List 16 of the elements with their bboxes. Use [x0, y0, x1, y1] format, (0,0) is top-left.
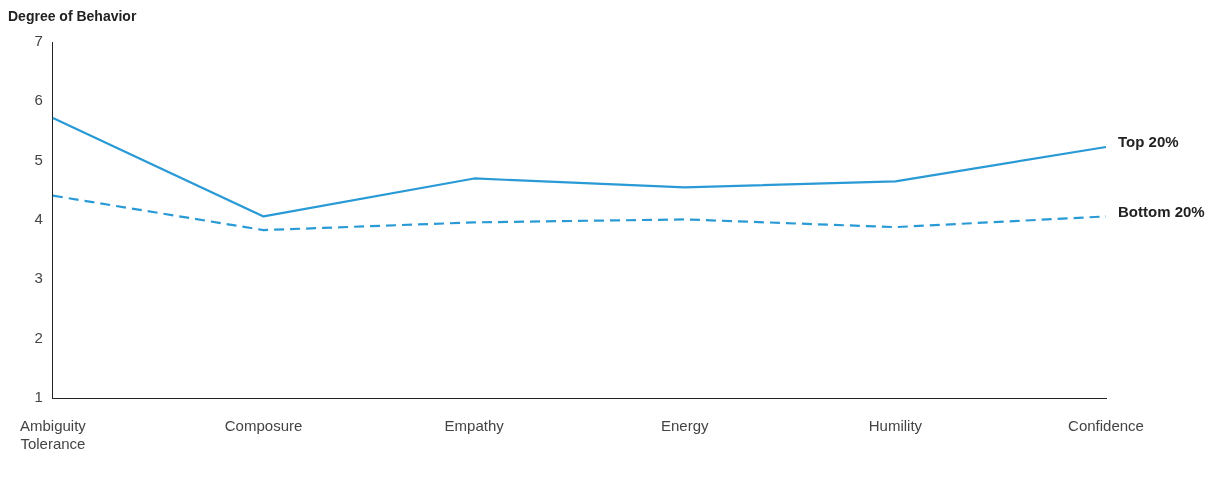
y-tick-label: 3: [34, 269, 43, 287]
y-tick-label: 6: [34, 91, 43, 109]
x-tick-label: Energy: [661, 417, 710, 435]
x-tick-label: Composure: [224, 417, 303, 435]
series-label: Top 20%: [1118, 133, 1179, 151]
series-label: Bottom 20%: [1118, 202, 1205, 220]
y-tick-label: 1: [34, 388, 43, 406]
y-tick-label: 5: [34, 150, 43, 168]
x-tick-label: Empathy: [444, 417, 505, 435]
y-axis-title: Degree of Behavior: [8, 7, 137, 24]
x-tick-label: Ambiguity Tolerance: [20, 417, 87, 453]
y-tick-label: 7: [34, 32, 43, 50]
x-tick-label: Humility: [868, 417, 923, 435]
y-tick-label: 4: [34, 210, 43, 228]
y-tick-label: 2: [34, 328, 43, 346]
x-tick-label: Confidence: [1068, 417, 1144, 435]
